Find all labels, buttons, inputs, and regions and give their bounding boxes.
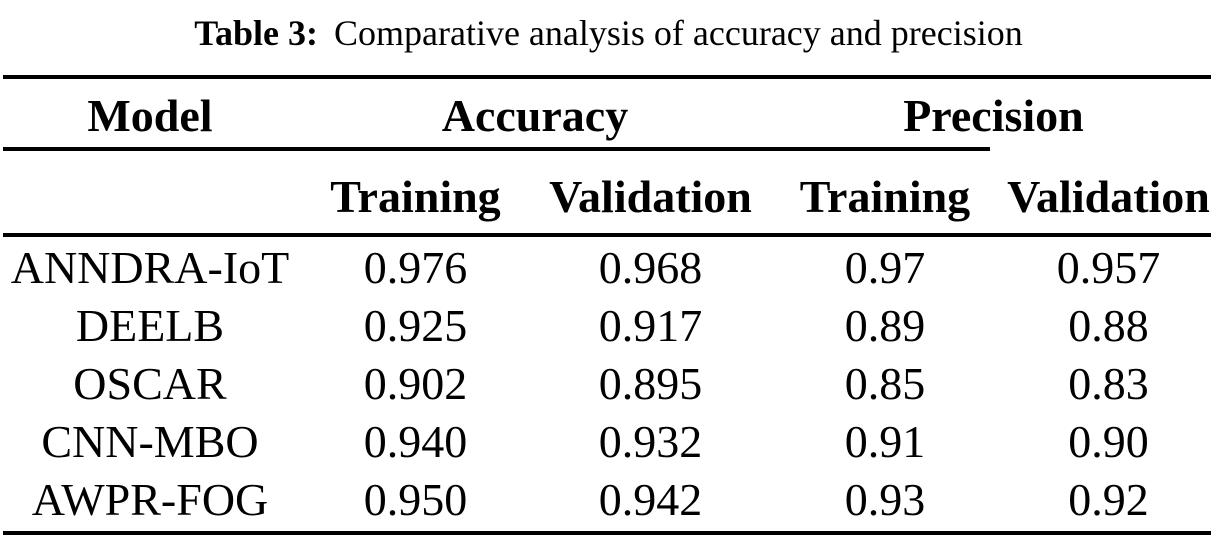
cell-model: OSCAR	[73, 357, 227, 409]
subheader-accuracy-training: Training	[330, 170, 501, 222]
table-row: CNN-MBO 0.940 0.932 0.91 0.90	[0, 412, 1217, 470]
cell-model: AWPR-FOG	[31, 473, 269, 525]
cell-model: DEELB	[75, 300, 225, 352]
header-bottom-rule	[3, 233, 1211, 237]
table-row: AWPR-FOG 0.950 0.942 0.93 0.92	[0, 470, 1217, 528]
cell-acc-validation: 0.968	[598, 242, 703, 294]
header-row-groups: Model Accuracy Precision	[0, 85, 1217, 145]
cell-acc-training: 0.976	[363, 242, 468, 294]
cell-acc-training: 0.950	[363, 473, 468, 525]
cell-prec-validation: 0.88	[1068, 300, 1149, 352]
cell-prec-training: 0.85	[844, 357, 926, 409]
table-row: DEELB 0.925 0.917 0.89 0.88	[0, 297, 1217, 355]
group-header-precision: Precision	[903, 89, 1084, 141]
table-caption: Table 3: Comparative analysis of accuracy…	[0, 4, 1217, 62]
cell-prec-validation: 0.83	[1068, 357, 1149, 409]
cell-acc-validation: 0.895	[598, 357, 703, 409]
cell-acc-training: 0.940	[363, 415, 468, 467]
table-row: ANNDRA-IoT 0.976 0.968 0.97 0.957	[0, 239, 1217, 297]
cell-prec-training: 0.89	[844, 300, 926, 352]
table-body: ANNDRA-IoT 0.976 0.968 0.97 0.957 DEELB …	[0, 239, 1217, 528]
caption-text: Comparative analysis of accuracy and pre…	[333, 13, 1023, 53]
col-header-model: Model	[87, 89, 213, 141]
cell-model: CNN-MBO	[41, 415, 259, 467]
subheader-precision-training: Training	[799, 170, 971, 222]
cell-prec-training: 0.97	[844, 242, 926, 294]
subheader-precision-validation: Validation	[1007, 170, 1210, 222]
bottom-rule	[3, 531, 1211, 535]
table-row: OSCAR 0.902 0.895 0.85 0.83	[0, 355, 1217, 413]
cell-acc-validation: 0.917	[598, 300, 703, 352]
cell-prec-validation: 0.90	[1068, 415, 1149, 467]
header-row-sub: Training Validation Training Validation	[0, 163, 1217, 229]
subheader-accuracy-validation: Validation	[549, 170, 752, 222]
top-rule	[3, 75, 1211, 79]
cell-acc-training: 0.902	[363, 357, 468, 409]
cell-acc-training: 0.925	[363, 300, 468, 352]
cell-prec-validation: 0.957	[1056, 242, 1161, 294]
cell-acc-validation: 0.942	[598, 473, 703, 525]
cell-prec-validation: 0.92	[1068, 473, 1149, 525]
cell-model: ANNDRA-IoT	[10, 242, 290, 294]
group-header-accuracy: Accuracy	[441, 89, 629, 141]
header-partial-rule	[3, 147, 990, 151]
caption-label: Table 3:	[194, 13, 318, 53]
cell-acc-validation: 0.932	[598, 415, 703, 467]
subheader-spacer	[0, 163, 300, 229]
cell-prec-training: 0.93	[844, 473, 926, 525]
cell-prec-training: 0.91	[844, 415, 926, 467]
